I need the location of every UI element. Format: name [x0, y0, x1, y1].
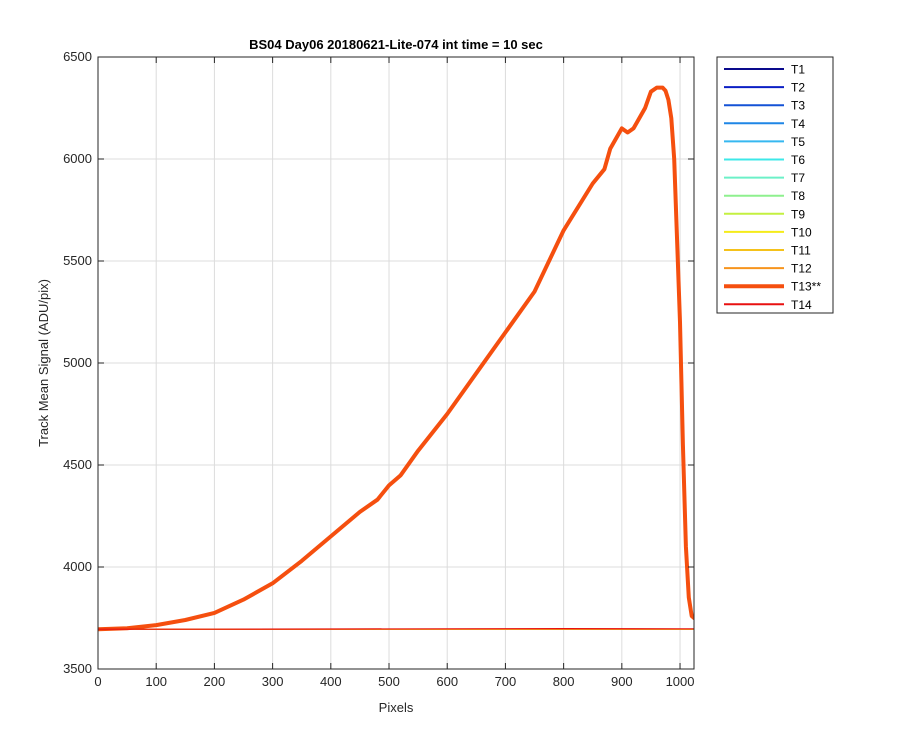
x-axis-ticks: 0 100 200 300 400 500 600 700 800 900 1000	[94, 57, 694, 689]
legend-label-t12: T12	[791, 262, 812, 276]
legend-label-t7: T7	[791, 171, 805, 185]
x-tick-label: 1000	[666, 674, 695, 689]
legend-label-t5: T5	[791, 135, 805, 149]
legend-label-t8: T8	[791, 189, 805, 203]
legend-label-t10: T10	[791, 225, 812, 239]
y-tick-label: 5000	[63, 355, 92, 370]
x-tick-label: 600	[436, 674, 458, 689]
legend: T1 T2 T3 T4 T5 T6 T7 T8 T9 T10 T11 T12 T13** T14	[716, 56, 834, 314]
legend-label-t11: T11	[791, 244, 811, 258]
y-tick-label: 4000	[63, 559, 92, 574]
series-line-t13	[98, 85, 694, 632]
legend-label-t14: T14	[791, 298, 812, 312]
x-tick-label: 500	[378, 674, 400, 689]
legend-label-t6: T6	[791, 153, 805, 167]
y-axis-label: Track Mean Signal (ADU/pix)	[36, 279, 51, 447]
y-tick-label: 5500	[63, 253, 92, 268]
x-tick-label: 400	[320, 674, 342, 689]
legend-label-t9: T9	[791, 207, 805, 221]
x-axis-label: Pixels	[379, 700, 414, 715]
y-tick-label: 6500	[63, 49, 92, 64]
legend-label-t2: T2	[791, 81, 805, 95]
series-line-t14	[98, 628, 694, 630]
x-tick-label: 900	[611, 674, 633, 689]
y-tick-label: 3500	[63, 661, 92, 676]
legend-box	[716, 56, 834, 314]
legend-label-t1: T1	[791, 63, 805, 77]
x-tick-label: 100	[145, 674, 167, 689]
x-tick-label: 200	[204, 674, 226, 689]
x-tick-label: 300	[262, 674, 284, 689]
series-lines	[98, 85, 694, 632]
y-tick-label: 6000	[63, 151, 92, 166]
y-axis-ticks: 3500 4000 4500 5000 5500 6000 6500	[63, 49, 694, 676]
chart-title: BS04 Day06 20180621-Lite-074 int time = …	[249, 37, 543, 52]
x-tick-label: 700	[495, 674, 517, 689]
legend-label-t3: T3	[791, 99, 805, 113]
legend-label-t4: T4	[791, 117, 805, 131]
x-tick-label: 800	[553, 674, 575, 689]
x-tick-label: 0	[94, 674, 101, 689]
legend-label-t13: T13**	[791, 280, 821, 294]
y-tick-label: 4500	[63, 457, 92, 472]
